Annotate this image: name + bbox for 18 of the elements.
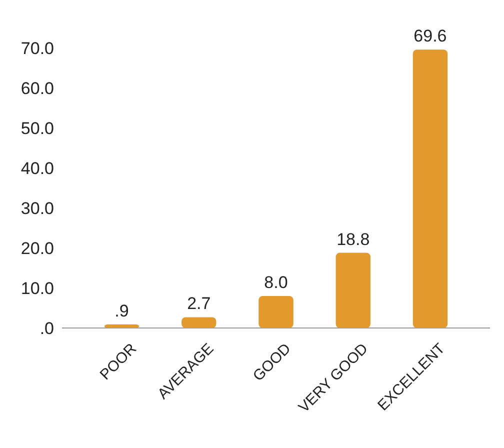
data-label: 2.7 (187, 294, 211, 314)
y-tick-label: 30.0 (20, 198, 54, 218)
y-tick-label: 60.0 (20, 78, 54, 98)
y-tick-label: 10.0 (20, 278, 54, 298)
y-tick-label: 70.0 (20, 38, 54, 58)
data-label: 8.0 (264, 273, 288, 292)
bar (258, 296, 294, 328)
bar (104, 324, 140, 328)
data-label: .9 (114, 301, 129, 320)
y-tick-label: 20.0 (20, 238, 54, 258)
bar (182, 317, 216, 328)
data-label: 18.8 (336, 230, 370, 249)
data-label: 69.6 (414, 26, 447, 46)
bar (412, 50, 448, 328)
bar (336, 252, 370, 328)
y-tick-label: 50.0 (20, 118, 54, 138)
y-tick-label: .0 (40, 318, 54, 338)
y-tick-label: 40.0 (20, 158, 54, 178)
